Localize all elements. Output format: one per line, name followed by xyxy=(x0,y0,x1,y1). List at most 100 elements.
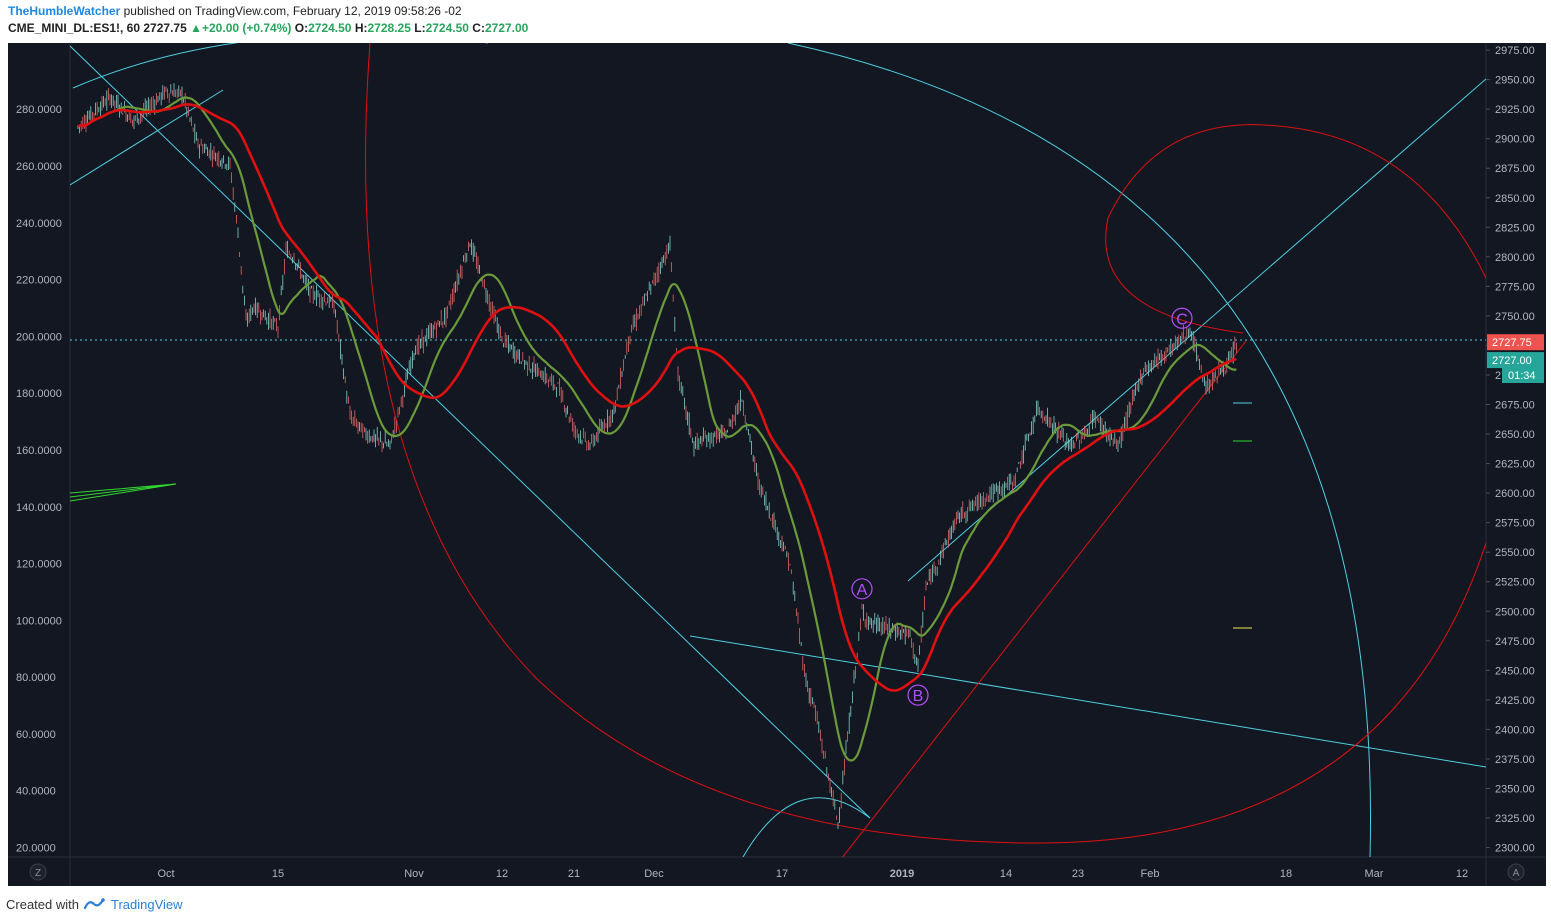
left-axis-tick-label: 80.0000 xyxy=(16,672,56,684)
up-arrow-icon: ▲ xyxy=(190,21,202,35)
right-axis-tick-label: 2475.00 xyxy=(1495,636,1535,648)
tradingview-brand-link[interactable]: TradingView xyxy=(110,896,183,912)
high-value: 2728.25 xyxy=(367,21,411,35)
price-chart[interactable]: ABC 2975.002950.002925.002900.002875.002… xyxy=(8,43,1546,886)
left-axis-tick-label: 140.0000 xyxy=(16,502,62,514)
close-value: 2727.00 xyxy=(484,21,529,35)
right-axis-tick-label: 2450.00 xyxy=(1495,665,1535,677)
time-axis-label: Feb xyxy=(1141,868,1160,880)
time-axis-label: 12 xyxy=(496,868,508,880)
left-zoom-button[interactable]: Z xyxy=(29,863,47,881)
right-axis-tick-label: 2875.00 xyxy=(1495,163,1535,175)
published-text: published on TradingView.com, February 1… xyxy=(123,4,462,18)
right-axis-tick-label: 2800.00 xyxy=(1495,252,1535,264)
open-value: 2724.50 xyxy=(308,21,352,35)
arc xyxy=(1105,124,1486,334)
countdown-tag: 01:34 xyxy=(1508,370,1536,382)
close-label: C: xyxy=(472,21,485,35)
right-axis-tick-label: 2775.00 xyxy=(1495,281,1535,293)
trend-line xyxy=(70,45,871,819)
right-axis-tick-label: 2500.00 xyxy=(1495,606,1535,618)
time-axis-label: 18 xyxy=(1280,868,1292,880)
left-axis-tick-label: 200.0000 xyxy=(16,331,62,343)
close-price-tag: 2727.00 xyxy=(1492,355,1532,367)
left-axis-tick-label: 160.0000 xyxy=(16,445,62,457)
right-axis-tick-label: 2375.00 xyxy=(1495,754,1535,766)
left-axis-tick-label: 120.0000 xyxy=(16,559,62,571)
countdown-tag-bg xyxy=(1502,367,1544,383)
right-axis-tick-label: 2575.00 xyxy=(1495,518,1535,530)
tradingview-logo-icon xyxy=(83,898,105,910)
high-label: H: xyxy=(354,21,368,35)
right-axis-tick-label: 2925.00 xyxy=(1495,104,1535,116)
right-axis-tick-label: 2825.00 xyxy=(1495,222,1535,234)
right-auto-button[interactable]: A xyxy=(1507,863,1525,881)
arc xyxy=(742,797,871,857)
arc xyxy=(365,43,1486,844)
symbol-label: CME_MINI_DL:ES1!, 60 xyxy=(8,21,141,35)
left-axis-tick-label: 180.0000 xyxy=(16,388,62,400)
time-axis-label: 12 xyxy=(1456,868,1468,880)
right-axis-tick-label: 2850.00 xyxy=(1495,193,1535,205)
footer: Created with TradingView xyxy=(6,896,183,912)
time-axis-label: 15 xyxy=(272,868,284,880)
right-axis-tick-label: 2675.00 xyxy=(1495,400,1535,412)
publish-line: TheHumbleWatcher published on TradingVie… xyxy=(8,4,462,18)
change-value: +20.00 (+0.74%) xyxy=(202,21,292,35)
right-axis-tick-label: 2950.00 xyxy=(1495,75,1535,87)
annotation-layer: A B C xyxy=(851,307,1193,706)
time-axis-label: Mar xyxy=(1365,868,1384,880)
left-axis-tick-label: 260.0000 xyxy=(16,161,62,173)
wave-label: C xyxy=(1176,311,1188,328)
axes-layer: 2975.00 2950.00 2925.00 2900.00 2875.00 2850.… xyxy=(16,45,1544,880)
arc xyxy=(72,43,488,89)
left-axis-tick-label: 100.0000 xyxy=(16,615,62,627)
left-axis-tick-label: 20.0000 xyxy=(16,843,56,855)
time-axis-label: Dec xyxy=(644,868,664,880)
right-axis-tick-label: 2625.00 xyxy=(1495,459,1535,471)
open-label: O: xyxy=(294,21,309,35)
right-axis-tick-label: 2525.00 xyxy=(1495,577,1535,589)
svg-text:A: A xyxy=(1513,868,1520,879)
left-axis-tick-label: 40.0000 xyxy=(16,786,56,798)
trend-line xyxy=(689,635,1486,768)
time-axis-label: 17 xyxy=(776,868,788,880)
left-axis-tick-label: 220.0000 xyxy=(16,275,62,287)
last-price-tag-bg xyxy=(1487,334,1544,351)
wave-label-circle xyxy=(907,684,929,706)
time-axis-label: 23 xyxy=(1072,868,1084,880)
time-axis-label: 21 xyxy=(568,868,580,880)
left-axis-tick-label: 280.0000 xyxy=(16,104,62,116)
ohlc-line: CME_MINI_DL:ES1!, 60 2727.75 ▲+20.00 (+0… xyxy=(8,21,528,35)
right-axis-tick-label: 2300.00 xyxy=(1495,843,1535,855)
svg-text:Z: Z xyxy=(35,868,41,879)
time-axis-label: Nov xyxy=(404,868,424,880)
created-with-text: Created with xyxy=(6,896,79,912)
right-axis-tick-label: 2600.00 xyxy=(1495,488,1535,500)
moving-averages-layer xyxy=(77,96,1237,762)
wave-label-circle xyxy=(1171,307,1193,329)
right-axis-tick-label: 2550.00 xyxy=(1495,547,1535,559)
low-value: 2724.50 xyxy=(425,21,469,35)
fast-ma-line xyxy=(77,96,1237,762)
time-axis-label: 2019 xyxy=(890,868,914,880)
last-price-tag: 2727.75 xyxy=(1492,337,1532,349)
close-price-tag-bg xyxy=(1487,352,1544,369)
wave-label: A xyxy=(857,582,868,599)
right-axis-tick-label: 2750.00 xyxy=(1495,311,1535,323)
left-axis-tick-label: 60.0000 xyxy=(16,729,56,741)
wave-label-circle xyxy=(851,578,873,600)
slow-ma-line xyxy=(77,103,1237,692)
drawing-layer xyxy=(70,43,1486,857)
time-axis-label: 14 xyxy=(1000,868,1012,880)
time-axis-label: Oct xyxy=(157,868,174,880)
author-link[interactable]: TheHumbleWatcher xyxy=(8,4,121,18)
right-axis-tick-label: 2400.00 xyxy=(1495,724,1535,736)
left-axis-tick-label: 240.0000 xyxy=(16,218,62,230)
right-axis-tick-label: 2650.00 xyxy=(1495,429,1535,441)
right-axis-tick-label: 2975.00 xyxy=(1495,45,1535,57)
right-axis-tick-label: 2900.00 xyxy=(1495,134,1535,146)
last-price: 2727.75 xyxy=(143,21,187,35)
arc xyxy=(787,43,1372,857)
green-fan xyxy=(70,483,177,502)
